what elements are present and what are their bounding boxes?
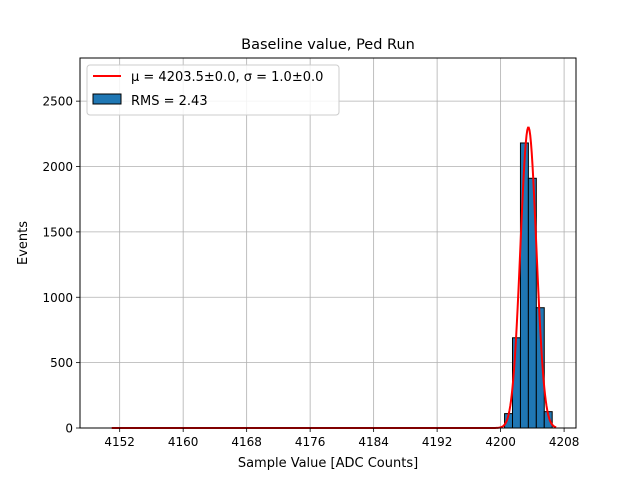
histogram-bar [519, 142, 529, 429]
plot-frame [79, 57, 577, 429]
x-axis-ticks: 4152 4160 4168 4176 4184 4192 4200 4208 [104, 428, 579, 449]
legend-rms-label: RMS = 2.43 [131, 94, 208, 109]
x-tick-label: 4192 [422, 435, 453, 449]
x-tick-label: 4160 [168, 435, 199, 449]
x-tick-label: 4168 [231, 435, 262, 449]
y-axis-label: Events [16, 221, 31, 265]
y-tick-label: 2500 [42, 95, 73, 109]
y-axis-ticks: 0 500 1000 1500 2000 2500 [42, 95, 80, 436]
legend-fit-label: μ = 4203.5±0.0, σ = 1.0±0.0 [131, 70, 323, 85]
y-tick-label: 1000 [42, 291, 73, 305]
x-tick-label: 4152 [104, 435, 135, 449]
x-tick-label: 4200 [485, 435, 516, 449]
chart-title: Baseline value, Ped Run [241, 37, 415, 53]
y-tick-label: 500 [50, 356, 73, 370]
legend-rms-swatch [92, 93, 122, 105]
x-axis-label: Sample Value [ADC Counts] [238, 456, 418, 471]
x-tick-label: 4184 [358, 435, 389, 449]
y-tick-label: 2000 [42, 160, 73, 174]
legend: μ = 4203.5±0.0, σ = 1.0±0.0 RMS = 2.43 [86, 64, 340, 116]
legend-box [86, 64, 340, 116]
y-tick-label: 0 [65, 422, 73, 436]
gaussian-fit-curve [111, 126, 557, 429]
x-tick-label: 4176 [295, 435, 326, 449]
x-tick-label: 4208 [549, 435, 580, 449]
y-tick-label: 1500 [42, 225, 73, 239]
